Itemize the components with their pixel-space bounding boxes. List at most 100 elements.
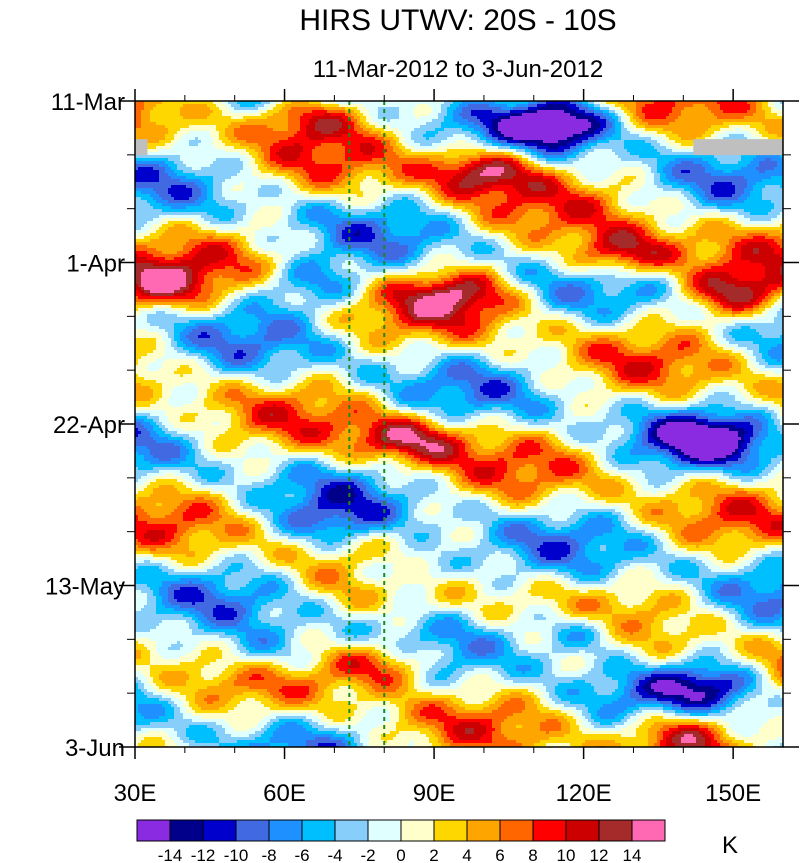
heatmap-cell [555,113,558,116]
heatmap-cell [219,113,222,116]
heatmap-cell [531,110,534,113]
heatmap-cell [630,164,633,167]
heatmap-cell [534,152,537,155]
heatmap-cell [480,137,483,140]
heatmap-cell [357,149,360,152]
heatmap-cell [177,125,180,128]
heatmap-cell [633,116,636,119]
heatmap-cell [453,122,456,125]
heatmap-cell [285,134,288,137]
heatmap-cell [690,110,693,113]
heatmap-cell [201,140,204,143]
heatmap-cell [318,161,321,164]
heatmap-cell [528,140,531,143]
heatmap-cell [210,131,213,134]
heatmap-cell [675,107,678,110]
heatmap-cell [651,158,654,161]
heatmap-cell [366,158,369,161]
heatmap-cell [267,149,270,152]
heatmap-cell [495,140,498,143]
heatmap-cell [639,104,642,107]
heatmap-cell [702,161,705,164]
heatmap-cell [540,140,543,143]
heatmap-cell [483,128,486,131]
heatmap-cell [492,116,495,119]
heatmap-cell [279,128,282,131]
heatmap-cell [156,107,159,110]
heatmap-cell [417,104,420,107]
heatmap-cell [237,149,240,152]
heatmap-cell [669,143,672,146]
heatmap-cell [273,158,276,161]
heatmap-cell [585,107,588,110]
heatmap-cell [357,164,360,167]
heatmap-cell [399,134,402,137]
heatmap-cell [309,119,312,122]
heatmap-cell [165,122,168,125]
heatmap-cell [387,110,390,113]
heatmap-cell [762,113,765,116]
heatmap-cell [501,140,504,143]
heatmap-cell [282,161,285,164]
heatmap-cell [333,137,336,140]
heatmap-cell [513,104,516,107]
heatmap-cell [336,107,339,110]
heatmap-cell [390,113,393,116]
heatmap-cell [537,140,540,143]
heatmap-cell [609,146,612,149]
heatmap-cell [195,170,198,173]
heatmap-cell [603,161,606,164]
heatmap-cell [276,107,279,110]
heatmap-cell [240,155,243,158]
heatmap-cell [270,131,273,134]
heatmap-cell [168,137,171,140]
heatmap-cell [309,161,312,164]
heatmap-cell [684,167,687,170]
heatmap-cell [189,131,192,134]
heatmap-cell [531,164,534,167]
heatmap-cell [558,104,561,107]
heatmap-cell [675,110,678,113]
heatmap-cell [606,143,609,146]
heatmap-cell [312,131,315,134]
heatmap-cell [546,113,549,116]
heatmap-cell [399,131,402,134]
heatmap-cell [690,104,693,107]
heatmap-cell [393,164,396,167]
heatmap-cell [609,128,612,131]
heatmap-cell [633,119,636,122]
heatmap-cell [468,110,471,113]
heatmap-cell [444,164,447,167]
heatmap-cell [618,161,621,164]
heatmap-cell [768,164,771,167]
heatmap-cell [591,125,594,128]
heatmap-cell [723,134,726,137]
heatmap-cell [759,110,762,113]
heatmap-cell [615,107,618,110]
heatmap-cell [567,146,570,149]
heatmap-cell [723,122,726,125]
heatmap-cell [393,167,396,170]
heatmap-cell [300,152,303,155]
heatmap-cell [750,116,753,119]
heatmap-cell [213,140,216,143]
heatmap-cell [687,149,690,152]
heatmap-cell [165,116,168,119]
heatmap-cell [438,146,441,149]
heatmap-cell [684,134,687,137]
heatmap-cell [453,161,456,164]
heatmap-cell [630,104,633,107]
heatmap-cell [426,122,429,125]
heatmap-cell [492,137,495,140]
heatmap-cell [696,155,699,158]
heatmap-cell [207,149,210,152]
heatmap-cell [771,161,774,164]
heatmap-cell [306,140,309,143]
heatmap-cell [240,104,243,107]
heatmap-cell [336,161,339,164]
heatmap-cell [588,116,591,119]
heatmap-cell [264,164,267,167]
heatmap-cell [522,110,525,113]
heatmap-cell [522,104,525,107]
heatmap-cell [483,164,486,167]
